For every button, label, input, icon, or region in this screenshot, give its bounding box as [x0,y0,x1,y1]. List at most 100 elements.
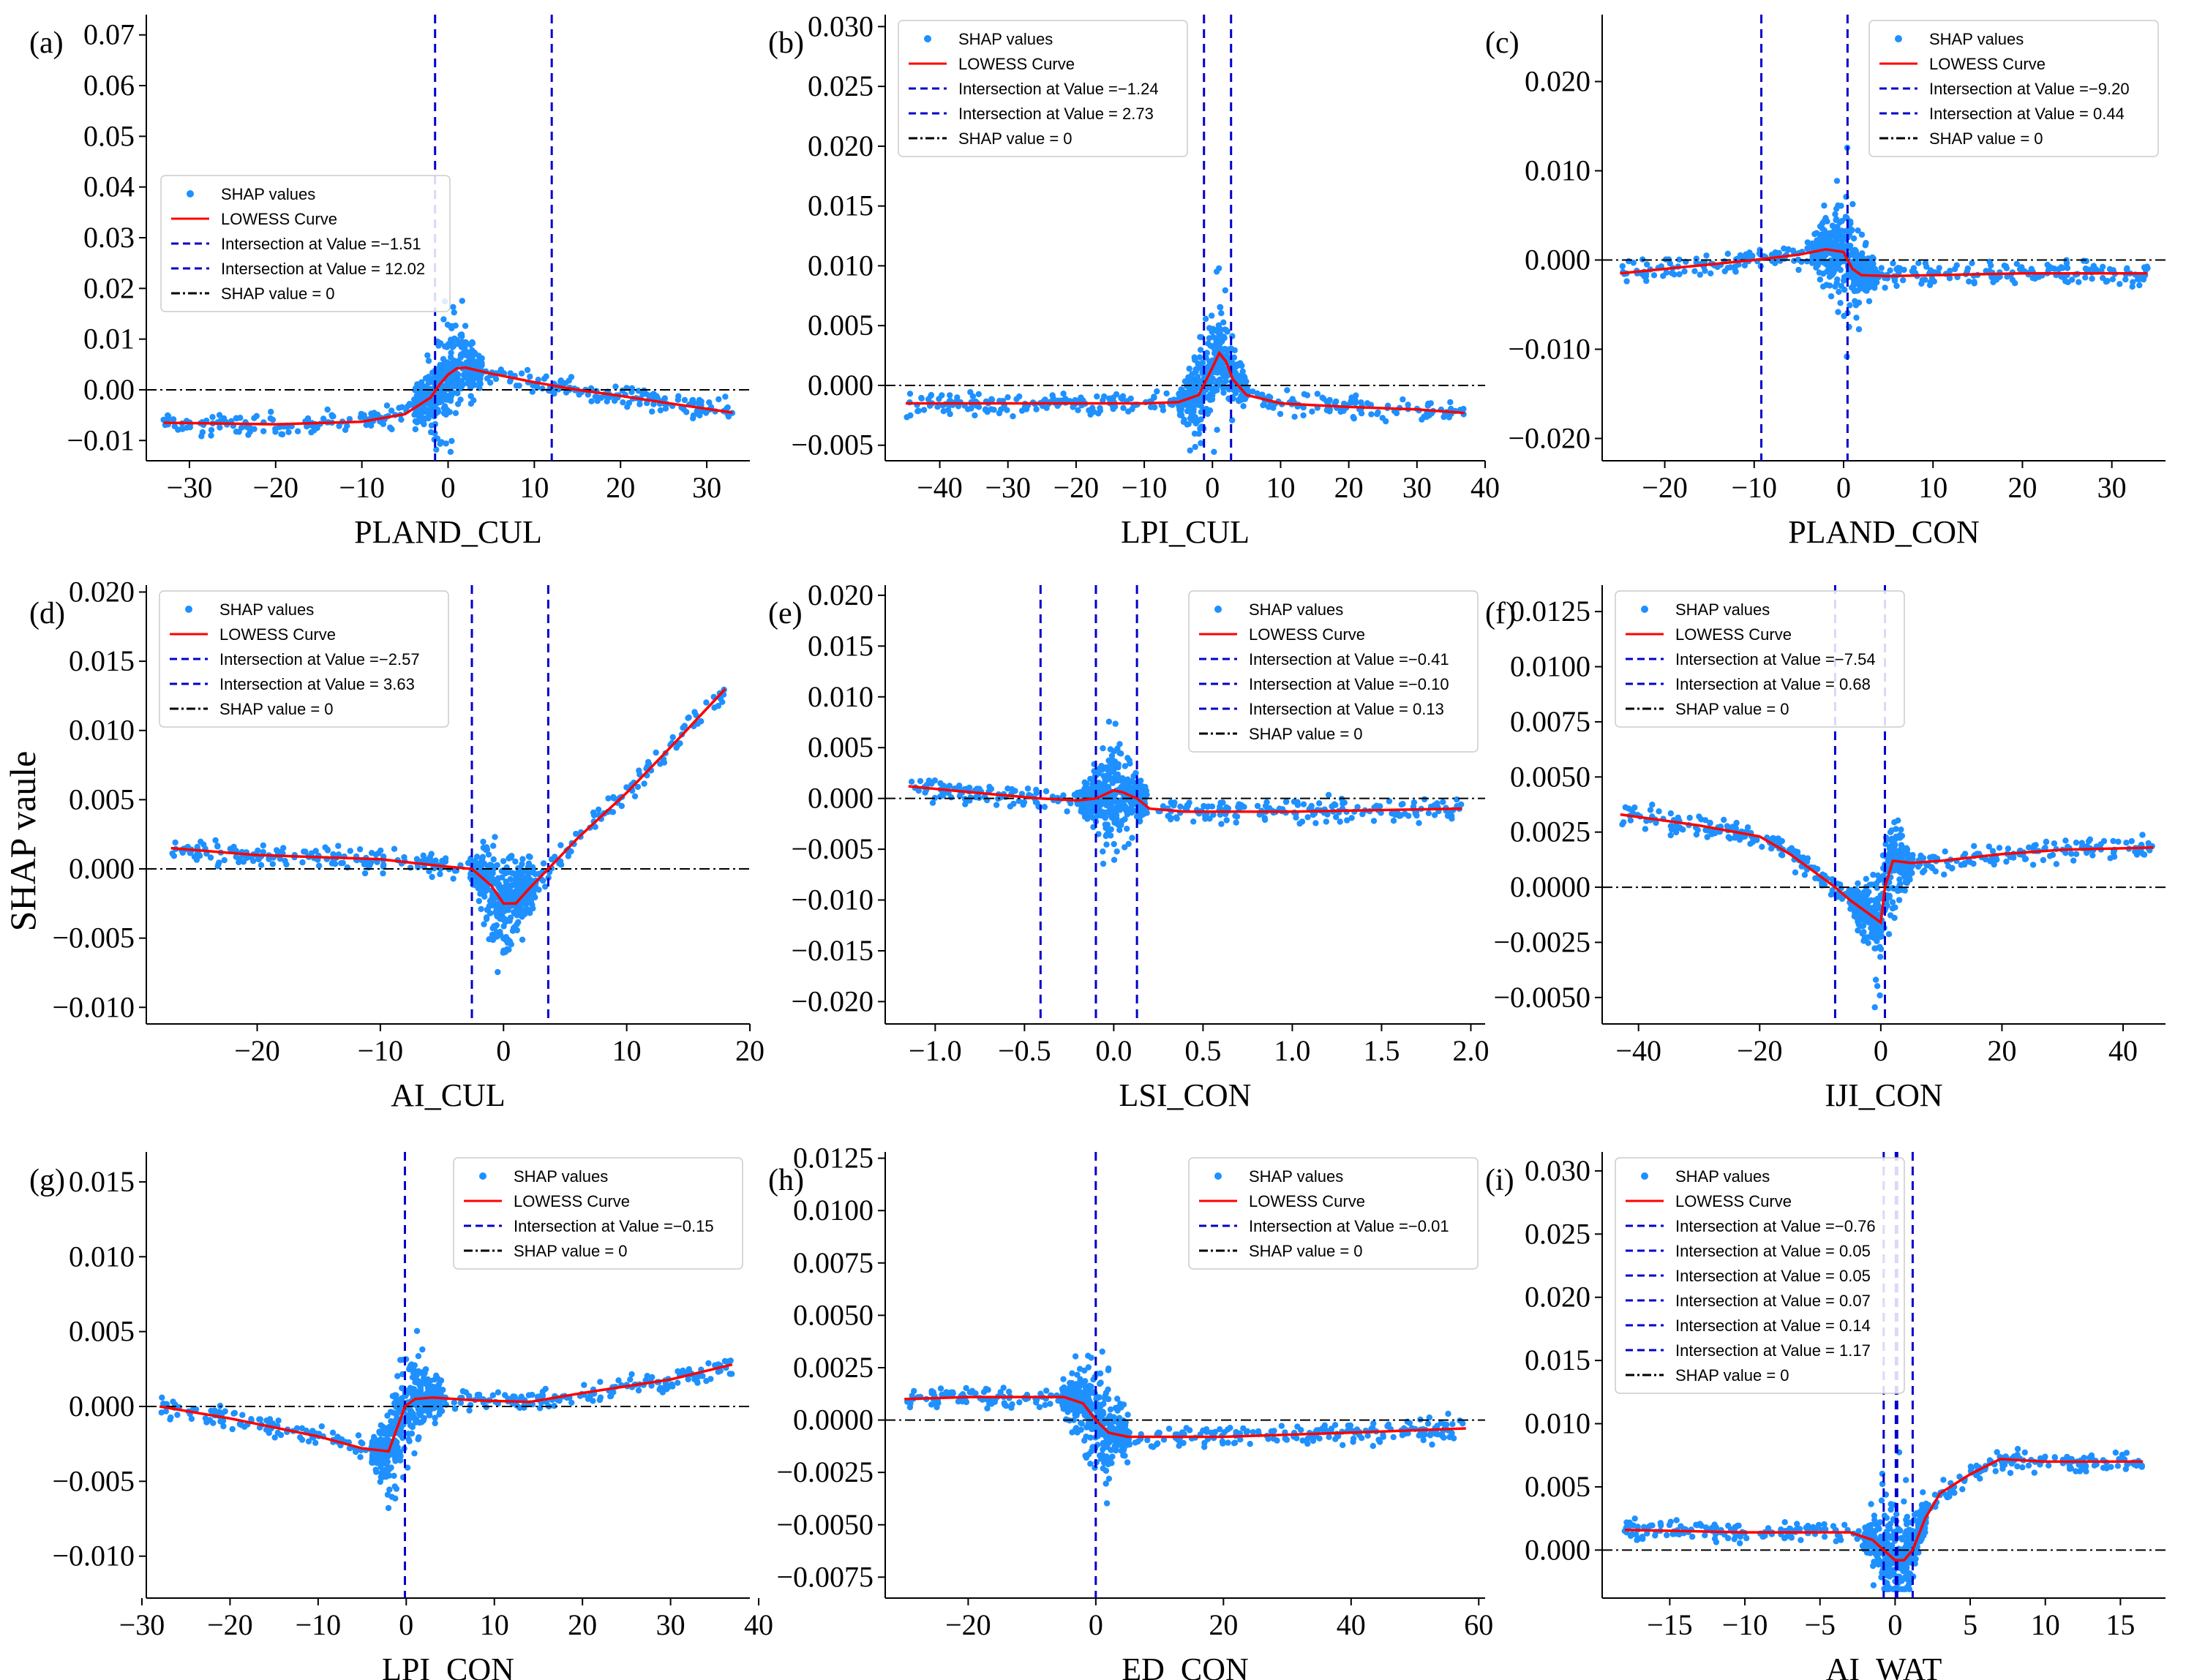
shap-point [266,1416,274,1423]
shap-point [167,1416,173,1423]
shap-point [634,783,642,791]
shap-point [557,378,564,385]
shap-point [462,323,469,329]
shap-point [368,850,375,856]
shap-point [1215,333,1222,340]
shap-point [1896,897,1903,903]
shap-point [2129,283,2135,290]
shap-point [1922,276,1928,283]
shap-point [2004,274,2010,280]
shap-point [406,401,413,407]
shap-point [1078,394,1084,401]
x-tick-label: 30 [2097,471,2127,504]
shap-point [454,371,461,377]
shap-point [1119,393,1127,399]
shap-point [988,786,995,792]
shap-point [1932,868,1939,875]
shap-point [1231,354,1238,361]
shap-point [1862,242,1868,249]
shap-point [258,862,265,869]
shap-point [611,397,618,404]
shap-point [1971,280,1977,287]
shap-point [458,331,465,338]
shap-point [1961,851,1969,857]
shap-point [535,377,541,383]
shap-point [476,378,483,385]
shap-point [519,856,526,862]
shap-point [1855,253,1862,260]
shap-point [1871,924,1878,931]
legend-entry: LOWESS Curve [958,55,1075,73]
shap-point [1232,390,1239,396]
shap-point [1865,919,1871,925]
legend-entry: Intersection at Value = 0.44 [1929,105,2125,123]
shap-point [1768,252,1776,258]
shap-point [1898,842,1905,848]
shap-point [1995,274,2002,281]
shap-point [2049,851,2056,859]
shap-point [1119,775,1126,782]
shap-point [1125,408,1132,415]
shap-point [1105,718,1113,725]
shap-point [481,893,488,900]
panel-label: (a) [29,26,64,60]
shap-point [940,408,947,415]
shap-point [2115,838,2122,845]
shap-point [1804,245,1811,252]
shap-point [1242,396,1249,402]
legend-entry: SHAP value = 0 [958,129,1073,148]
shap-point [1216,265,1222,272]
shap-point [214,843,221,849]
x-tick-label: 20 [1334,471,1364,504]
shap-point [457,396,464,403]
shap-point [1446,414,1453,421]
shap-point [493,929,500,936]
shap-point [416,413,423,419]
shap-point [1374,411,1381,418]
legend-entry: Intersection at Value = 0.13 [1249,700,1444,718]
x-axis-label: IJI_CON [1825,1077,1942,1113]
shap-point [1233,819,1239,826]
shap-point [1214,426,1220,433]
shap-point [904,414,910,421]
shap-point [2029,862,2037,868]
shap-point [1254,802,1261,810]
shap-point [438,398,446,404]
shap-point [1902,879,1909,886]
legend-marker-points [1214,606,1222,613]
shap-point [1189,371,1195,377]
shap-point [715,396,722,403]
shap-point [280,845,287,851]
shap-point [1784,246,1792,253]
y-tick-label: −0.005 [791,832,874,865]
shap-point [2042,844,2048,851]
shap-point [482,888,489,894]
shap-point [1866,277,1873,284]
shap-point [1218,821,1225,827]
shap-point [165,412,171,419]
shap-point [1160,407,1167,413]
shap-point [1373,802,1380,809]
shap-point [1691,268,1698,274]
shap-point [184,424,190,431]
legend-marker-points [1895,35,1902,42]
shap-point [969,393,977,400]
shap-point [1133,813,1141,820]
shap-point [1667,810,1674,817]
shap-point [1113,391,1120,398]
shap-point [1187,415,1194,422]
shap-point [1833,216,1840,222]
panel-g: −30 −20 −10 0 10 20 30 40−0.010−0.0050.0000.005… [29,1152,773,1680]
shap-point [459,298,465,304]
shap-point [1909,870,1915,876]
shap-point [1351,415,1358,422]
x-tick-label: 10 [612,1034,642,1067]
shap-point [1822,214,1829,222]
shap-point [427,429,435,436]
shap-point [500,935,507,942]
shap-point [447,396,454,402]
shap-point [1190,406,1197,413]
shap-point [500,890,507,897]
shap-point [172,839,179,846]
shap-point [299,859,306,866]
